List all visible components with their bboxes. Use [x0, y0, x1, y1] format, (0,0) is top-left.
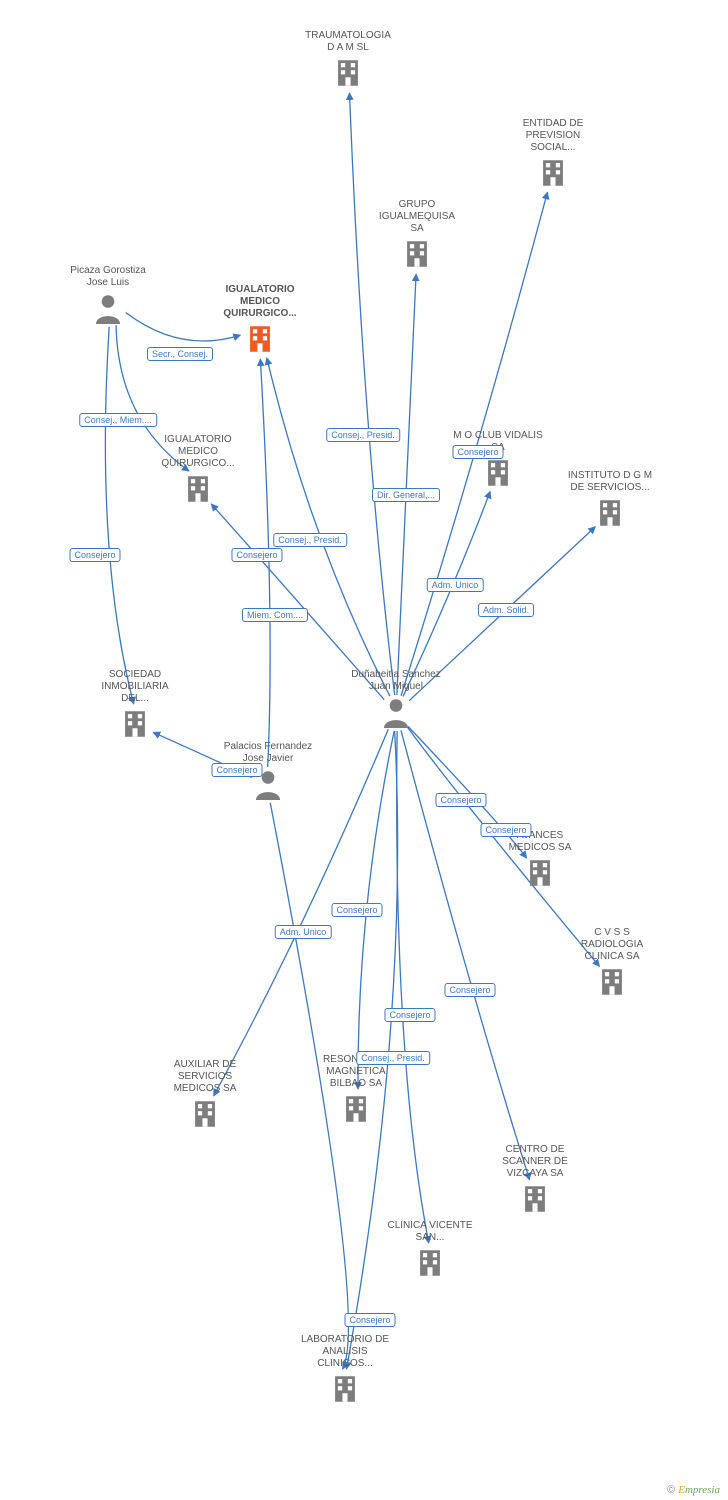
node-label: IGUALATORIO MEDICO QUIRURGICO...: [215, 284, 305, 320]
node-label: SOCIEDAD INMOBILIARIA DEL...: [90, 669, 180, 705]
person-icon: [351, 695, 441, 731]
edge-label: Consej., Presid.: [273, 533, 347, 547]
building-node[interactable]: SOCIEDAD INMOBILIARIA DEL...: [90, 669, 180, 741]
edge-label: Consejero: [331, 903, 382, 917]
building-icon: [385, 1246, 475, 1280]
building-icon: [495, 856, 585, 890]
building-node[interactable]: TRAUMATOLOGIA D A M SL: [303, 30, 393, 90]
person-icon: [63, 291, 153, 327]
edge-label: Adm. Unico: [427, 578, 484, 592]
edge: [260, 359, 270, 767]
edge: [267, 358, 390, 696]
edge-label: Adm. Unico: [275, 925, 332, 939]
building-node[interactable]: AVANCES MEDICOS SA: [495, 830, 585, 890]
building-node[interactable]: GRUPO IGUALMEQUISA SA: [372, 199, 462, 271]
node-label: C V S S RADIOLOGIA CLINICA SA: [567, 927, 657, 963]
building-node[interactable]: LABORATORIO DE ANALISIS CLINICOS...: [300, 1334, 390, 1406]
copyright-text: ©: [667, 1484, 675, 1496]
edges-layer: [0, 0, 728, 1500]
building-icon: [565, 496, 655, 530]
edge-label: Dir. General,...: [372, 488, 440, 502]
node-label: ENTIDAD DE PREVISION SOCIAL...: [508, 118, 598, 154]
edge-label: Consej., Miem....: [79, 413, 157, 427]
node-label: AUXILIAR DE SERVICIOS MEDICOS SA: [160, 1059, 250, 1095]
node-label: TRAUMATOLOGIA D A M SL: [303, 30, 393, 54]
person-node[interactable]: Picaza Gorostiza Jose Luis: [63, 265, 153, 327]
building-icon: [311, 1092, 401, 1126]
node-label: GRUPO IGUALMEQUISA SA: [372, 199, 462, 235]
building-icon: [303, 56, 393, 90]
diagram-canvas: TRAUMATOLOGIA D A M SL ENTIDAD DE PREVIS…: [0, 0, 728, 1500]
building-icon: [508, 156, 598, 190]
watermark: © Empresia: [667, 1484, 720, 1496]
edge-label: Consejero: [452, 445, 503, 459]
building-node[interactable]: M O CLUB VIDALIS SA: [453, 430, 543, 490]
building-icon: [490, 1182, 580, 1216]
edge: [397, 274, 416, 695]
building-node[interactable]: IGUALATORIO MEDICO QUIRURGICO...: [153, 434, 243, 506]
building-icon: [160, 1097, 250, 1131]
building-node[interactable]: INSTITUTO D G M DE SERVICIOS...: [565, 470, 655, 530]
node-label: INSTITUTO D G M DE SERVICIOS...: [565, 470, 655, 494]
edge-label: Consejero: [384, 1008, 435, 1022]
building-node[interactable]: CENTRO DE SCANNER DE VIZCAYA SA: [490, 1144, 580, 1216]
edge-label: Secr., Consej.: [147, 347, 213, 361]
node-label: IGUALATORIO MEDICO QUIRURGICO...: [153, 434, 243, 470]
edge-label: Consej., Presid.: [356, 1051, 430, 1065]
building-node[interactable]: C V S S RADIOLOGIA CLINICA SA: [567, 927, 657, 999]
edge-label: Consejero: [344, 1313, 395, 1327]
edge-label: Consejero: [480, 823, 531, 837]
edge: [349, 93, 394, 695]
edge: [105, 327, 133, 704]
edge-label: Consej., Presid.: [326, 428, 400, 442]
node-label: LABORATORIO DE ANALISIS CLINICOS...: [300, 1334, 390, 1370]
building-node[interactable]: CLINICA VICENTE SAN...: [385, 1220, 475, 1280]
edge-label: Consejero: [69, 548, 120, 562]
node-label: Picaza Gorostiza Jose Luis: [63, 265, 153, 289]
brand-e: E: [678, 1484, 685, 1496]
building-icon: [300, 1372, 390, 1406]
edge-label: Consejero: [435, 793, 486, 807]
building-node[interactable]: ENTIDAD DE PREVISION SOCIAL...: [508, 118, 598, 190]
edge-label: Adm. Solid.: [478, 603, 534, 617]
building-icon: [215, 322, 305, 356]
edge-label: Consejero: [211, 763, 262, 777]
person-node[interactable]: Duñabeitia Sanchez Juan Miguel: [351, 669, 441, 731]
building-icon: [453, 456, 543, 490]
building-icon: [372, 237, 462, 271]
node-label: CENTRO DE SCANNER DE VIZCAYA SA: [490, 1144, 580, 1180]
building-node[interactable]: AUXILIAR DE SERVICIOS MEDICOS SA: [160, 1059, 250, 1131]
edge-label: Consejero: [444, 983, 495, 997]
building-icon: [567, 965, 657, 999]
building-node[interactable]: IGUALATORIO MEDICO QUIRURGICO...: [215, 284, 305, 356]
node-label: Duñabeitia Sanchez Juan Miguel: [351, 669, 441, 693]
building-icon: [90, 707, 180, 741]
brand-rest: mpresia: [685, 1484, 720, 1496]
building-icon: [153, 472, 243, 506]
edge-label: Consejero: [231, 548, 282, 562]
node-label: CLINICA VICENTE SAN...: [385, 1220, 475, 1244]
node-label: Palacios Fernandez Jose Javier: [223, 741, 313, 765]
edge: [403, 491, 490, 696]
edge-label: Miem. Com....: [242, 608, 308, 622]
edge: [397, 731, 429, 1243]
